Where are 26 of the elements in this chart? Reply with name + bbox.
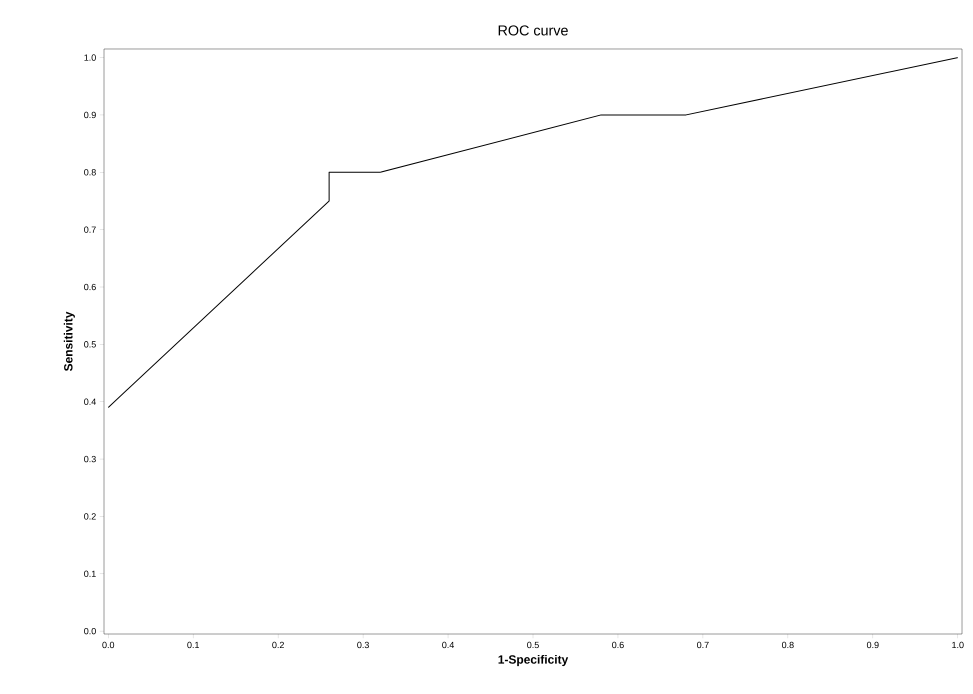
x-tick-label: 0.8 <box>782 642 794 648</box>
y-tick-label: 0.3 <box>84 456 96 462</box>
x-tick-label: 0.4 <box>442 642 454 648</box>
y-tick-label: 1.0 <box>84 54 96 61</box>
y-axis-title: Sensitivity <box>64 312 75 372</box>
y-tick-label: 0.7 <box>84 226 96 233</box>
x-tick-label: 0.2 <box>272 642 284 648</box>
y-tick-label: 0.5 <box>84 341 96 348</box>
x-tick-label: 0.0 <box>102 642 114 648</box>
line-series <box>108 57 958 408</box>
y-tick-label: 0.0 <box>84 628 96 634</box>
y-tick-label: 0.2 <box>84 513 96 520</box>
x-tick-label: 0.7 <box>697 642 709 648</box>
y-tick-label: 0.9 <box>84 112 96 118</box>
x-tick-label: 0.3 <box>357 642 369 648</box>
y-tick-label: 0.1 <box>84 570 96 577</box>
x-axis-title: 1-Specificity <box>498 654 568 666</box>
x-tick-label: 1.0 <box>952 642 964 648</box>
x-tick-label: 0.9 <box>866 642 879 648</box>
x-tick-label: 0.1 <box>187 642 199 648</box>
y-tick-label: 0.6 <box>84 284 96 290</box>
x-tick-label: 0.6 <box>612 642 624 648</box>
y-tick-label: 0.4 <box>84 398 96 405</box>
chart-title: ROC curve <box>498 25 568 36</box>
y-tick-label: 0.8 <box>84 169 96 176</box>
x-tick-label: 0.5 <box>527 642 539 648</box>
